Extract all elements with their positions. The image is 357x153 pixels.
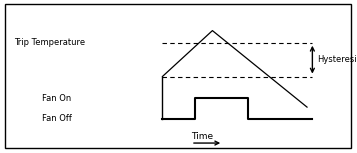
Text: Fan Off: Fan Off — [41, 114, 71, 123]
Text: Fan On: Fan On — [42, 94, 71, 103]
Text: Time: Time — [191, 132, 213, 141]
Text: Trip Temperature: Trip Temperature — [14, 38, 85, 47]
Text: Hysteresis: Hysteresis — [317, 55, 357, 64]
